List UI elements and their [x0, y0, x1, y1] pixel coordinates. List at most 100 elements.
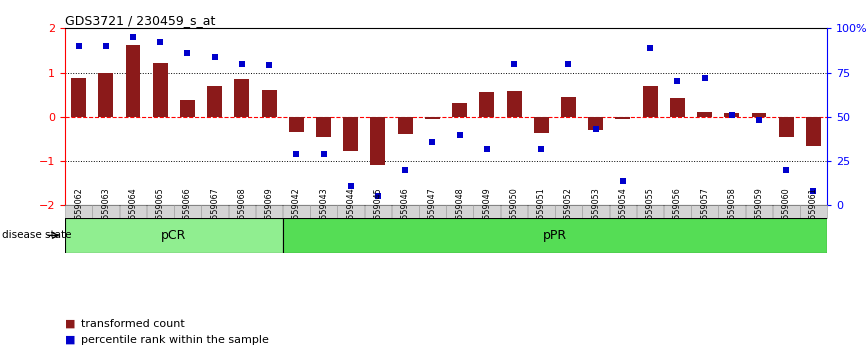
- FancyBboxPatch shape: [610, 205, 637, 218]
- Text: GSM559066: GSM559066: [183, 187, 192, 236]
- Text: GSM559049: GSM559049: [482, 187, 491, 236]
- Bar: [561, 97, 576, 117]
- Point: [235, 61, 249, 67]
- Bar: [180, 100, 195, 117]
- Point: [534, 146, 548, 152]
- Text: GSM559062: GSM559062: [74, 187, 83, 236]
- Text: GSM559069: GSM559069: [265, 187, 274, 236]
- Text: GSM559065: GSM559065: [156, 187, 165, 236]
- Bar: [71, 78, 86, 117]
- Text: GSM559060: GSM559060: [782, 187, 791, 236]
- Text: GSM559050: GSM559050: [509, 187, 519, 236]
- Text: GSM559051: GSM559051: [537, 187, 546, 236]
- Point: [180, 50, 194, 56]
- FancyBboxPatch shape: [255, 205, 282, 218]
- Point: [371, 194, 385, 199]
- Point: [561, 61, 575, 67]
- Point: [616, 178, 630, 183]
- Point: [208, 54, 222, 59]
- Point: [480, 146, 494, 152]
- Point: [643, 45, 657, 51]
- Bar: [724, 113, 740, 117]
- Text: GSM559061: GSM559061: [809, 187, 818, 236]
- Bar: [806, 117, 821, 145]
- Bar: [697, 113, 712, 117]
- Bar: [616, 117, 630, 119]
- Point: [262, 63, 276, 68]
- Bar: [288, 117, 304, 132]
- Text: GSM559063: GSM559063: [101, 187, 110, 236]
- FancyBboxPatch shape: [746, 205, 772, 218]
- FancyBboxPatch shape: [201, 205, 228, 218]
- Text: GSM559068: GSM559068: [237, 187, 246, 236]
- FancyBboxPatch shape: [582, 205, 609, 218]
- Point: [425, 139, 439, 144]
- Text: GSM559057: GSM559057: [700, 187, 709, 236]
- Text: GSM559043: GSM559043: [319, 187, 328, 236]
- Bar: [533, 117, 549, 133]
- FancyBboxPatch shape: [310, 205, 337, 218]
- Point: [507, 61, 521, 67]
- Text: GSM559046: GSM559046: [401, 187, 410, 236]
- Point: [779, 167, 793, 173]
- Bar: [643, 86, 657, 117]
- Bar: [752, 113, 766, 117]
- Bar: [669, 98, 685, 117]
- FancyBboxPatch shape: [419, 205, 446, 218]
- Point: [344, 183, 358, 189]
- Point: [99, 43, 113, 49]
- Text: GSM559056: GSM559056: [673, 187, 682, 236]
- FancyBboxPatch shape: [282, 218, 827, 253]
- FancyBboxPatch shape: [637, 205, 663, 218]
- Point: [72, 43, 86, 49]
- FancyBboxPatch shape: [555, 205, 582, 218]
- FancyBboxPatch shape: [229, 205, 255, 218]
- Text: GSM559052: GSM559052: [564, 187, 573, 236]
- Text: GDS3721 / 230459_s_at: GDS3721 / 230459_s_at: [65, 14, 216, 27]
- FancyBboxPatch shape: [365, 205, 391, 218]
- Text: GSM559053: GSM559053: [591, 187, 600, 236]
- Bar: [588, 117, 603, 130]
- FancyBboxPatch shape: [65, 218, 282, 253]
- Text: ■: ■: [65, 319, 75, 329]
- FancyBboxPatch shape: [174, 205, 201, 218]
- Text: GSM559067: GSM559067: [210, 187, 219, 236]
- Point: [589, 126, 603, 132]
- FancyBboxPatch shape: [391, 205, 418, 218]
- Text: GSM559059: GSM559059: [754, 187, 764, 236]
- Text: pPR: pPR: [543, 229, 567, 242]
- Text: GSM559058: GSM559058: [727, 187, 736, 236]
- FancyBboxPatch shape: [691, 205, 718, 218]
- Bar: [343, 117, 359, 152]
- Text: GSM559064: GSM559064: [128, 187, 138, 236]
- Bar: [507, 91, 521, 117]
- Text: pCR: pCR: [161, 229, 186, 242]
- Text: GSM559042: GSM559042: [292, 187, 301, 236]
- Text: ■: ■: [65, 335, 75, 345]
- Point: [806, 188, 820, 194]
- Bar: [152, 63, 168, 117]
- Bar: [262, 90, 276, 117]
- FancyBboxPatch shape: [446, 205, 473, 218]
- Bar: [425, 117, 440, 119]
- FancyBboxPatch shape: [120, 205, 146, 218]
- Text: transformed count: transformed count: [81, 319, 184, 329]
- Point: [126, 34, 140, 40]
- Text: GSM559048: GSM559048: [456, 187, 464, 236]
- Text: disease state: disease state: [2, 230, 71, 240]
- FancyBboxPatch shape: [283, 205, 310, 218]
- Bar: [207, 86, 222, 117]
- Point: [670, 79, 684, 84]
- Point: [153, 40, 167, 45]
- Point: [398, 167, 412, 173]
- Bar: [235, 79, 249, 117]
- FancyBboxPatch shape: [772, 205, 799, 218]
- Point: [289, 151, 303, 157]
- Bar: [479, 92, 494, 117]
- Bar: [316, 117, 331, 137]
- FancyBboxPatch shape: [664, 205, 691, 218]
- Bar: [371, 117, 385, 166]
- Point: [725, 112, 739, 118]
- FancyBboxPatch shape: [501, 205, 527, 218]
- FancyBboxPatch shape: [93, 205, 120, 218]
